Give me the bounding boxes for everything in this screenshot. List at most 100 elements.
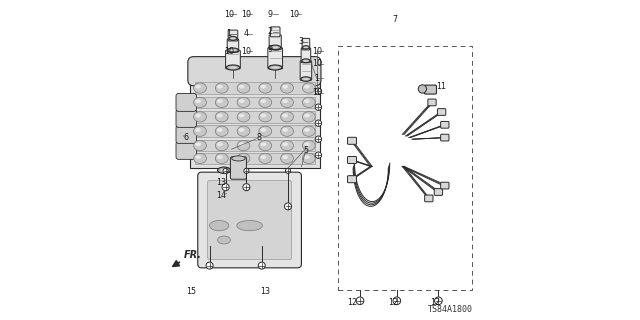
- Ellipse shape: [272, 46, 278, 48]
- Ellipse shape: [217, 114, 223, 117]
- FancyBboxPatch shape: [227, 39, 239, 52]
- FancyBboxPatch shape: [176, 125, 196, 143]
- FancyBboxPatch shape: [348, 176, 356, 183]
- FancyBboxPatch shape: [302, 38, 310, 50]
- Text: 10: 10: [312, 60, 322, 68]
- Ellipse shape: [260, 85, 266, 89]
- FancyBboxPatch shape: [188, 57, 321, 86]
- Circle shape: [435, 297, 442, 305]
- Ellipse shape: [217, 85, 223, 89]
- Ellipse shape: [281, 153, 293, 164]
- FancyBboxPatch shape: [301, 48, 311, 63]
- Ellipse shape: [260, 114, 266, 117]
- Ellipse shape: [215, 126, 228, 136]
- FancyBboxPatch shape: [348, 156, 356, 164]
- Ellipse shape: [218, 167, 230, 173]
- Ellipse shape: [230, 38, 236, 39]
- FancyBboxPatch shape: [440, 182, 449, 189]
- Ellipse shape: [237, 153, 250, 164]
- FancyBboxPatch shape: [268, 48, 283, 69]
- Ellipse shape: [193, 140, 206, 151]
- FancyBboxPatch shape: [269, 35, 282, 50]
- Text: 1: 1: [314, 74, 319, 83]
- Ellipse shape: [195, 142, 201, 146]
- FancyBboxPatch shape: [428, 99, 436, 106]
- Text: 12: 12: [430, 298, 440, 307]
- Bar: [195, 140, 315, 151]
- Circle shape: [393, 297, 401, 305]
- Text: 9: 9: [268, 45, 273, 54]
- Circle shape: [285, 168, 291, 173]
- Text: 10: 10: [289, 10, 300, 19]
- Circle shape: [244, 168, 249, 173]
- Ellipse shape: [259, 140, 271, 151]
- Ellipse shape: [232, 156, 245, 161]
- Ellipse shape: [303, 126, 315, 136]
- Ellipse shape: [271, 67, 279, 68]
- Text: 7: 7: [392, 15, 398, 24]
- Text: 4: 4: [244, 29, 249, 38]
- Ellipse shape: [239, 142, 244, 146]
- Ellipse shape: [259, 126, 271, 136]
- Ellipse shape: [239, 114, 244, 117]
- Text: 10: 10: [224, 10, 234, 19]
- Ellipse shape: [281, 126, 293, 136]
- Ellipse shape: [239, 128, 244, 132]
- Ellipse shape: [217, 155, 223, 159]
- Text: 2: 2: [268, 28, 273, 36]
- Bar: [338, 46, 472, 290]
- Ellipse shape: [193, 97, 206, 108]
- Text: 13: 13: [216, 178, 227, 187]
- Bar: [195, 97, 315, 108]
- Ellipse shape: [282, 155, 288, 159]
- Ellipse shape: [304, 114, 310, 117]
- Ellipse shape: [229, 36, 237, 40]
- Circle shape: [243, 184, 250, 191]
- FancyBboxPatch shape: [198, 172, 301, 268]
- Ellipse shape: [259, 153, 271, 164]
- Bar: [195, 153, 315, 164]
- FancyBboxPatch shape: [440, 121, 449, 128]
- Ellipse shape: [215, 140, 228, 151]
- Text: 3: 3: [298, 37, 303, 46]
- Ellipse shape: [217, 128, 223, 132]
- FancyBboxPatch shape: [230, 157, 246, 179]
- Ellipse shape: [217, 99, 223, 103]
- FancyBboxPatch shape: [176, 109, 196, 127]
- Ellipse shape: [304, 99, 310, 103]
- Ellipse shape: [260, 128, 266, 132]
- Ellipse shape: [301, 77, 311, 81]
- Ellipse shape: [304, 142, 310, 146]
- Ellipse shape: [303, 140, 315, 151]
- Ellipse shape: [260, 155, 266, 159]
- Ellipse shape: [302, 59, 310, 63]
- Ellipse shape: [229, 67, 237, 68]
- Ellipse shape: [303, 97, 315, 108]
- Text: 12: 12: [347, 298, 357, 307]
- Circle shape: [206, 262, 213, 269]
- FancyBboxPatch shape: [176, 141, 196, 159]
- Ellipse shape: [260, 99, 266, 103]
- Text: 10: 10: [241, 10, 252, 19]
- Ellipse shape: [193, 83, 206, 93]
- Ellipse shape: [195, 128, 201, 132]
- Ellipse shape: [304, 47, 308, 48]
- Ellipse shape: [304, 128, 310, 132]
- Ellipse shape: [259, 97, 271, 108]
- FancyBboxPatch shape: [176, 93, 196, 111]
- Text: 13: 13: [260, 287, 271, 296]
- Ellipse shape: [282, 99, 288, 103]
- Ellipse shape: [195, 155, 201, 159]
- FancyBboxPatch shape: [425, 195, 433, 202]
- Circle shape: [315, 104, 321, 110]
- Ellipse shape: [303, 153, 315, 164]
- Text: 5: 5: [303, 146, 308, 155]
- Ellipse shape: [304, 85, 310, 89]
- Circle shape: [315, 136, 321, 142]
- Ellipse shape: [303, 83, 315, 93]
- Circle shape: [222, 184, 229, 191]
- FancyBboxPatch shape: [435, 188, 443, 195]
- Ellipse shape: [193, 112, 206, 122]
- Ellipse shape: [195, 99, 201, 103]
- Ellipse shape: [282, 114, 288, 117]
